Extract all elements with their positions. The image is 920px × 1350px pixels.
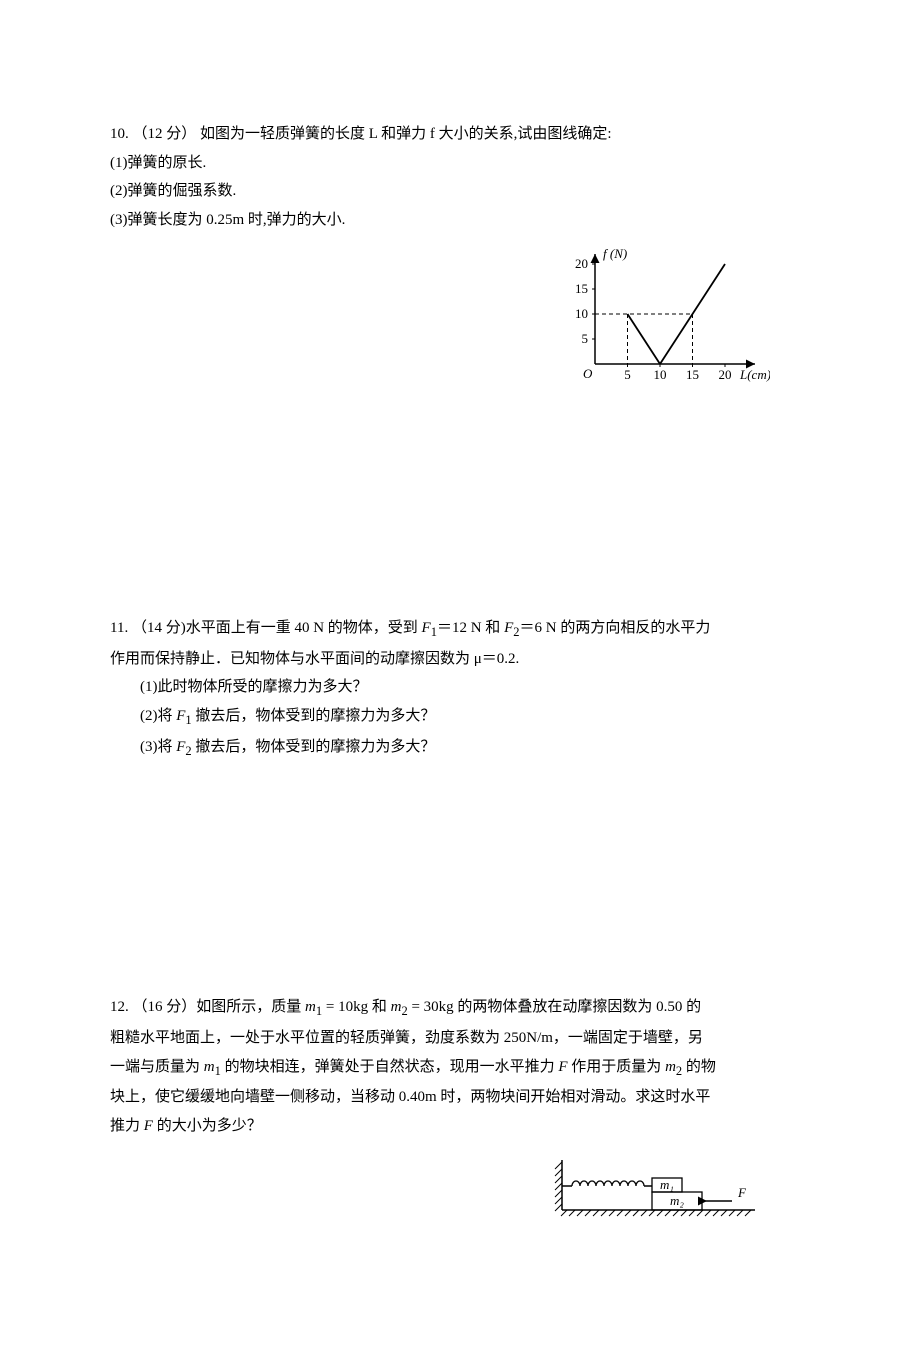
q10-chart-wrap: 5 10 15 20 5 10 15 20 f (N) L(cm) O (110, 244, 810, 394)
q10-points: （12 分） (133, 126, 197, 142)
q11-p2b: 撤去后，物体受到的摩擦力为多大？ (192, 708, 436, 724)
spring-block-diagram: m₁m₂ F (550, 1150, 770, 1230)
svg-text:5: 5 (582, 331, 589, 346)
svg-text:20: 20 (719, 367, 732, 382)
q12-l1a: 如图所示，质量 (196, 999, 305, 1015)
q11-f2val: ＝6 N 的两方向相反的水平力 (519, 620, 710, 636)
q12-m2val: = 30kg 的两物体叠放在动摩擦因数为 0.50 的 (408, 999, 701, 1015)
q11-points: （14 分) (132, 620, 186, 636)
svg-text:O: O (583, 366, 593, 381)
q10-p1: (1)弹簧的原长. (110, 149, 810, 178)
q12-l5F: F (144, 1118, 153, 1134)
q11-number: 11. (110, 620, 128, 636)
q11-p2: (2)将 F1 撤去后，物体受到的摩擦力为多大？ (110, 702, 810, 733)
q12-diagram-wrap: m₁m₂ F (110, 1150, 810, 1230)
q10-p3: (3)弹簧长度为 0.25m 时,弹力的大小. (110, 206, 810, 235)
svg-text:10: 10 (654, 367, 667, 382)
svg-text:m₂: m₂ (670, 1193, 684, 1208)
q12-m1val: = 10kg 和 (322, 999, 390, 1015)
q12-l3a: 一端与质量为 (110, 1059, 204, 1075)
q12-number: 12. (110, 999, 129, 1015)
q12-line1: 12. （16 分）如图所示，质量 m1 = 10kg 和 m2 = 30kg … (110, 993, 810, 1024)
q12-line5: 推力 F 的大小为多少？ (110, 1112, 810, 1141)
q12-l5a: 推力 (110, 1118, 144, 1134)
svg-text:m₁: m₁ (660, 1177, 674, 1192)
q12-line4: 块上，使它缓缓地向墙壁一侧移动，当移动 0.40m 时，两物块间开始相对滑动。求… (110, 1083, 810, 1112)
q11-p3: (3)将 F2 撤去后，物体受到的摩擦力为多大？ (110, 733, 810, 764)
q12-line3: 一端与质量为 m1 的物块相连，弹簧处于自然状态，现用一水平推力 F 作用于质量… (110, 1053, 810, 1084)
q10-p2: (2)弹簧的倔强系数. (110, 177, 810, 206)
q11-f1: F (422, 620, 431, 636)
svg-text:15: 15 (575, 281, 588, 296)
q11-l1a: 水平面上有一重 40 N 的物体，受到 (186, 620, 422, 636)
q11-p3a: (3)将 (140, 739, 176, 755)
q12-l3m2: m (665, 1059, 676, 1075)
spring-force-chart: 5 10 15 20 5 10 15 20 f (N) L(cm) O (560, 244, 770, 394)
svg-text:5: 5 (624, 367, 631, 382)
svg-text:10: 10 (575, 306, 588, 321)
problem-12: 12. （16 分）如图所示，质量 m1 = 10kg 和 m2 = 30kg … (110, 993, 810, 1230)
q12-l3b: 的物块相连，弹簧处于自然状态，现用一水平推力 (221, 1059, 559, 1075)
svg-text:20: 20 (575, 256, 588, 271)
q11-line2: 作用而保持静止．已知物体与水平面间的动摩擦因数为 μ＝0.2. (110, 645, 810, 674)
q11-f1val: ＝12 N 和 (437, 620, 504, 636)
problem-11: 11. （14 分)水平面上有一重 40 N 的物体，受到 F1＝12 N 和 … (110, 614, 810, 763)
q12-points: （16 分） (133, 999, 197, 1015)
q11-p1: (1)此时物体所受的摩擦力为多大？ (110, 673, 810, 702)
problem-10: 10. （12 分） 如图为一轻质弹簧的长度 L 和弹力 f 大小的关系,试由图… (110, 120, 810, 394)
q11-line1: 11. （14 分)水平面上有一重 40 N 的物体，受到 F1＝12 N 和 … (110, 614, 810, 645)
q12-l3m: m (204, 1059, 215, 1075)
q12-m1: m (305, 999, 316, 1015)
q12-m2: m (391, 999, 402, 1015)
q12-l5b: 的大小为多少？ (153, 1118, 262, 1134)
q12-l3d: 的物 (682, 1059, 716, 1075)
q11-p3b: 撤去后，物体受到的摩擦力为多大？ (192, 739, 436, 755)
svg-text:L(cm): L(cm) (739, 367, 770, 382)
q12-line2: 粗糙水平地面上，一处于水平位置的轻质弹簧，劲度系数为 250N/m，一端固定于墙… (110, 1024, 810, 1053)
svg-text:15: 15 (686, 367, 699, 382)
q12-l3c: 作用于质量为 (568, 1059, 666, 1075)
svg-text:F: F (737, 1185, 747, 1200)
q10-number: 10. (110, 126, 129, 142)
q11-f2: F (504, 620, 513, 636)
q12-l3F: F (558, 1059, 567, 1075)
q11-p2a: (2)将 (140, 708, 176, 724)
q10-line1: 10. （12 分） 如图为一轻质弹簧的长度 L 和弹力 f 大小的关系,试由图… (110, 120, 810, 149)
svg-text:f (N): f (N) (603, 246, 627, 261)
q10-stem: 如图为一轻质弹簧的长度 L 和弹力 f 大小的关系,试由图线确定: (200, 126, 612, 142)
